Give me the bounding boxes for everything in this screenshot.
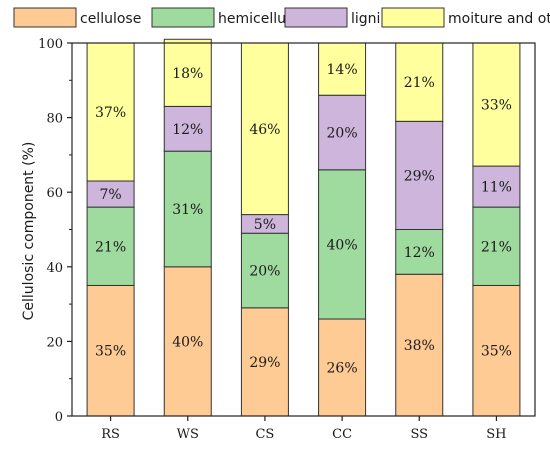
bar-cc-cellulose xyxy=(318,318,367,417)
data-label-cs-moiture-and-others: 46% xyxy=(249,122,280,138)
y-axis-label: Cellulosic component (%) xyxy=(21,142,37,321)
data-label-ss-lignin: 29% xyxy=(404,168,435,184)
data-label-sh-cellulose: 35% xyxy=(481,344,512,360)
x-tick-label-ws: WS xyxy=(177,427,199,442)
data-label-cs-hemicellulose: 20% xyxy=(249,264,280,280)
data-label-rs-hemicellulose: 21% xyxy=(95,239,126,255)
data-label-cs-lignin: 5% xyxy=(254,217,276,233)
axes: 0 20 40 60 80 100 RS WS CS CC SS SH xyxy=(38,37,536,442)
data-label-cc-hemicellulose: 40% xyxy=(327,237,358,253)
bar-rs-hemicellulose xyxy=(86,206,135,286)
y-tick-label: 60 xyxy=(46,186,63,201)
data-label-ws-lignin: 12% xyxy=(172,122,203,138)
bar-ws-lignin xyxy=(163,105,212,152)
bar-sh-hemicellulose xyxy=(472,206,521,286)
bar-rs-lignin xyxy=(86,180,135,208)
bar-cs-cellulose xyxy=(240,307,289,417)
y-tick-label: 40 xyxy=(46,261,63,276)
legend-swatch-moiture-and-others xyxy=(381,7,445,28)
bar-ss-hemicellulose xyxy=(395,229,444,275)
legend: cellulose hemicellulose lignin moiture and … xyxy=(13,7,550,28)
data-label-cs-cellulose: 29% xyxy=(249,355,280,371)
bar-ws-moiture-and-others xyxy=(163,38,212,107)
bar-cc-moiture-and-others xyxy=(318,42,367,96)
bar-ss-cellulose xyxy=(395,273,444,417)
bar-sh-moiture-and-others xyxy=(472,42,521,167)
x-tick-label-cc: CC xyxy=(332,427,352,442)
data-label-ss-moiture-and-others: 21% xyxy=(404,75,435,91)
legend-label-cellulose: cellulose xyxy=(80,11,141,27)
data-label-sh-hemicellulose: 21% xyxy=(481,239,512,255)
bar-cs-moiture-and-others xyxy=(240,42,289,216)
bar-cs-hemicellulose xyxy=(240,232,289,309)
data-label-ss-hemicellulose: 12% xyxy=(404,245,435,261)
data-label-sh-lignin: 11% xyxy=(481,180,512,196)
data-label-cc-moiture-and-others: 14% xyxy=(327,62,358,78)
data-label-ws-moiture-and-others: 18% xyxy=(172,66,203,82)
data-label-sh-moiture-and-others: 33% xyxy=(481,98,512,114)
data-label-rs-lignin: 7% xyxy=(99,187,121,203)
legend-swatch-lignin xyxy=(284,7,348,28)
bar-cc-hemicellulose xyxy=(318,169,367,320)
bar-sh-lignin xyxy=(472,165,521,208)
x-tick-label-ss: SS xyxy=(410,427,428,442)
bar-ss-lignin xyxy=(395,120,444,230)
data-label-cc-cellulose: 26% xyxy=(327,361,358,377)
y-tick-label: 0 xyxy=(55,410,63,425)
bar-ss-moiture-and-others xyxy=(395,42,444,122)
y-tick-label: 20 xyxy=(46,335,63,350)
legend-swatch-cellulose xyxy=(13,7,77,28)
data-label-ws-hemicellulose: 31% xyxy=(172,202,203,218)
legend-label-moiture-and-others: moiture and others xyxy=(448,11,550,27)
y-tick-label: 80 xyxy=(46,112,63,127)
bar-rs-cellulose xyxy=(86,284,135,417)
plot-frame xyxy=(71,42,536,417)
data-label-cc-lignin: 20% xyxy=(327,126,358,142)
data-label-ss-cellulose: 38% xyxy=(404,338,435,354)
x-tick-label-cs: CS xyxy=(255,427,274,442)
bar-cc-lignin xyxy=(318,94,367,171)
data-label-ws-cellulose: 40% xyxy=(172,334,203,350)
bars: 35% 21% 7% 37% 40% 31% 12% 18% 29% 20% 5% 46% 26% 40%… xyxy=(86,38,521,417)
legend-swatch-hemicellulose xyxy=(151,7,215,28)
x-tick-label-rs: RS xyxy=(101,427,120,442)
legend-label-lignin: lignin xyxy=(351,11,389,27)
bar-sh-cellulose xyxy=(472,284,521,417)
data-label-rs-cellulose: 35% xyxy=(95,344,126,360)
x-tick-label-sh: SH xyxy=(486,427,506,442)
y-tick-label: 100 xyxy=(38,37,63,52)
data-label-rs-moiture-and-others: 37% xyxy=(95,105,126,121)
